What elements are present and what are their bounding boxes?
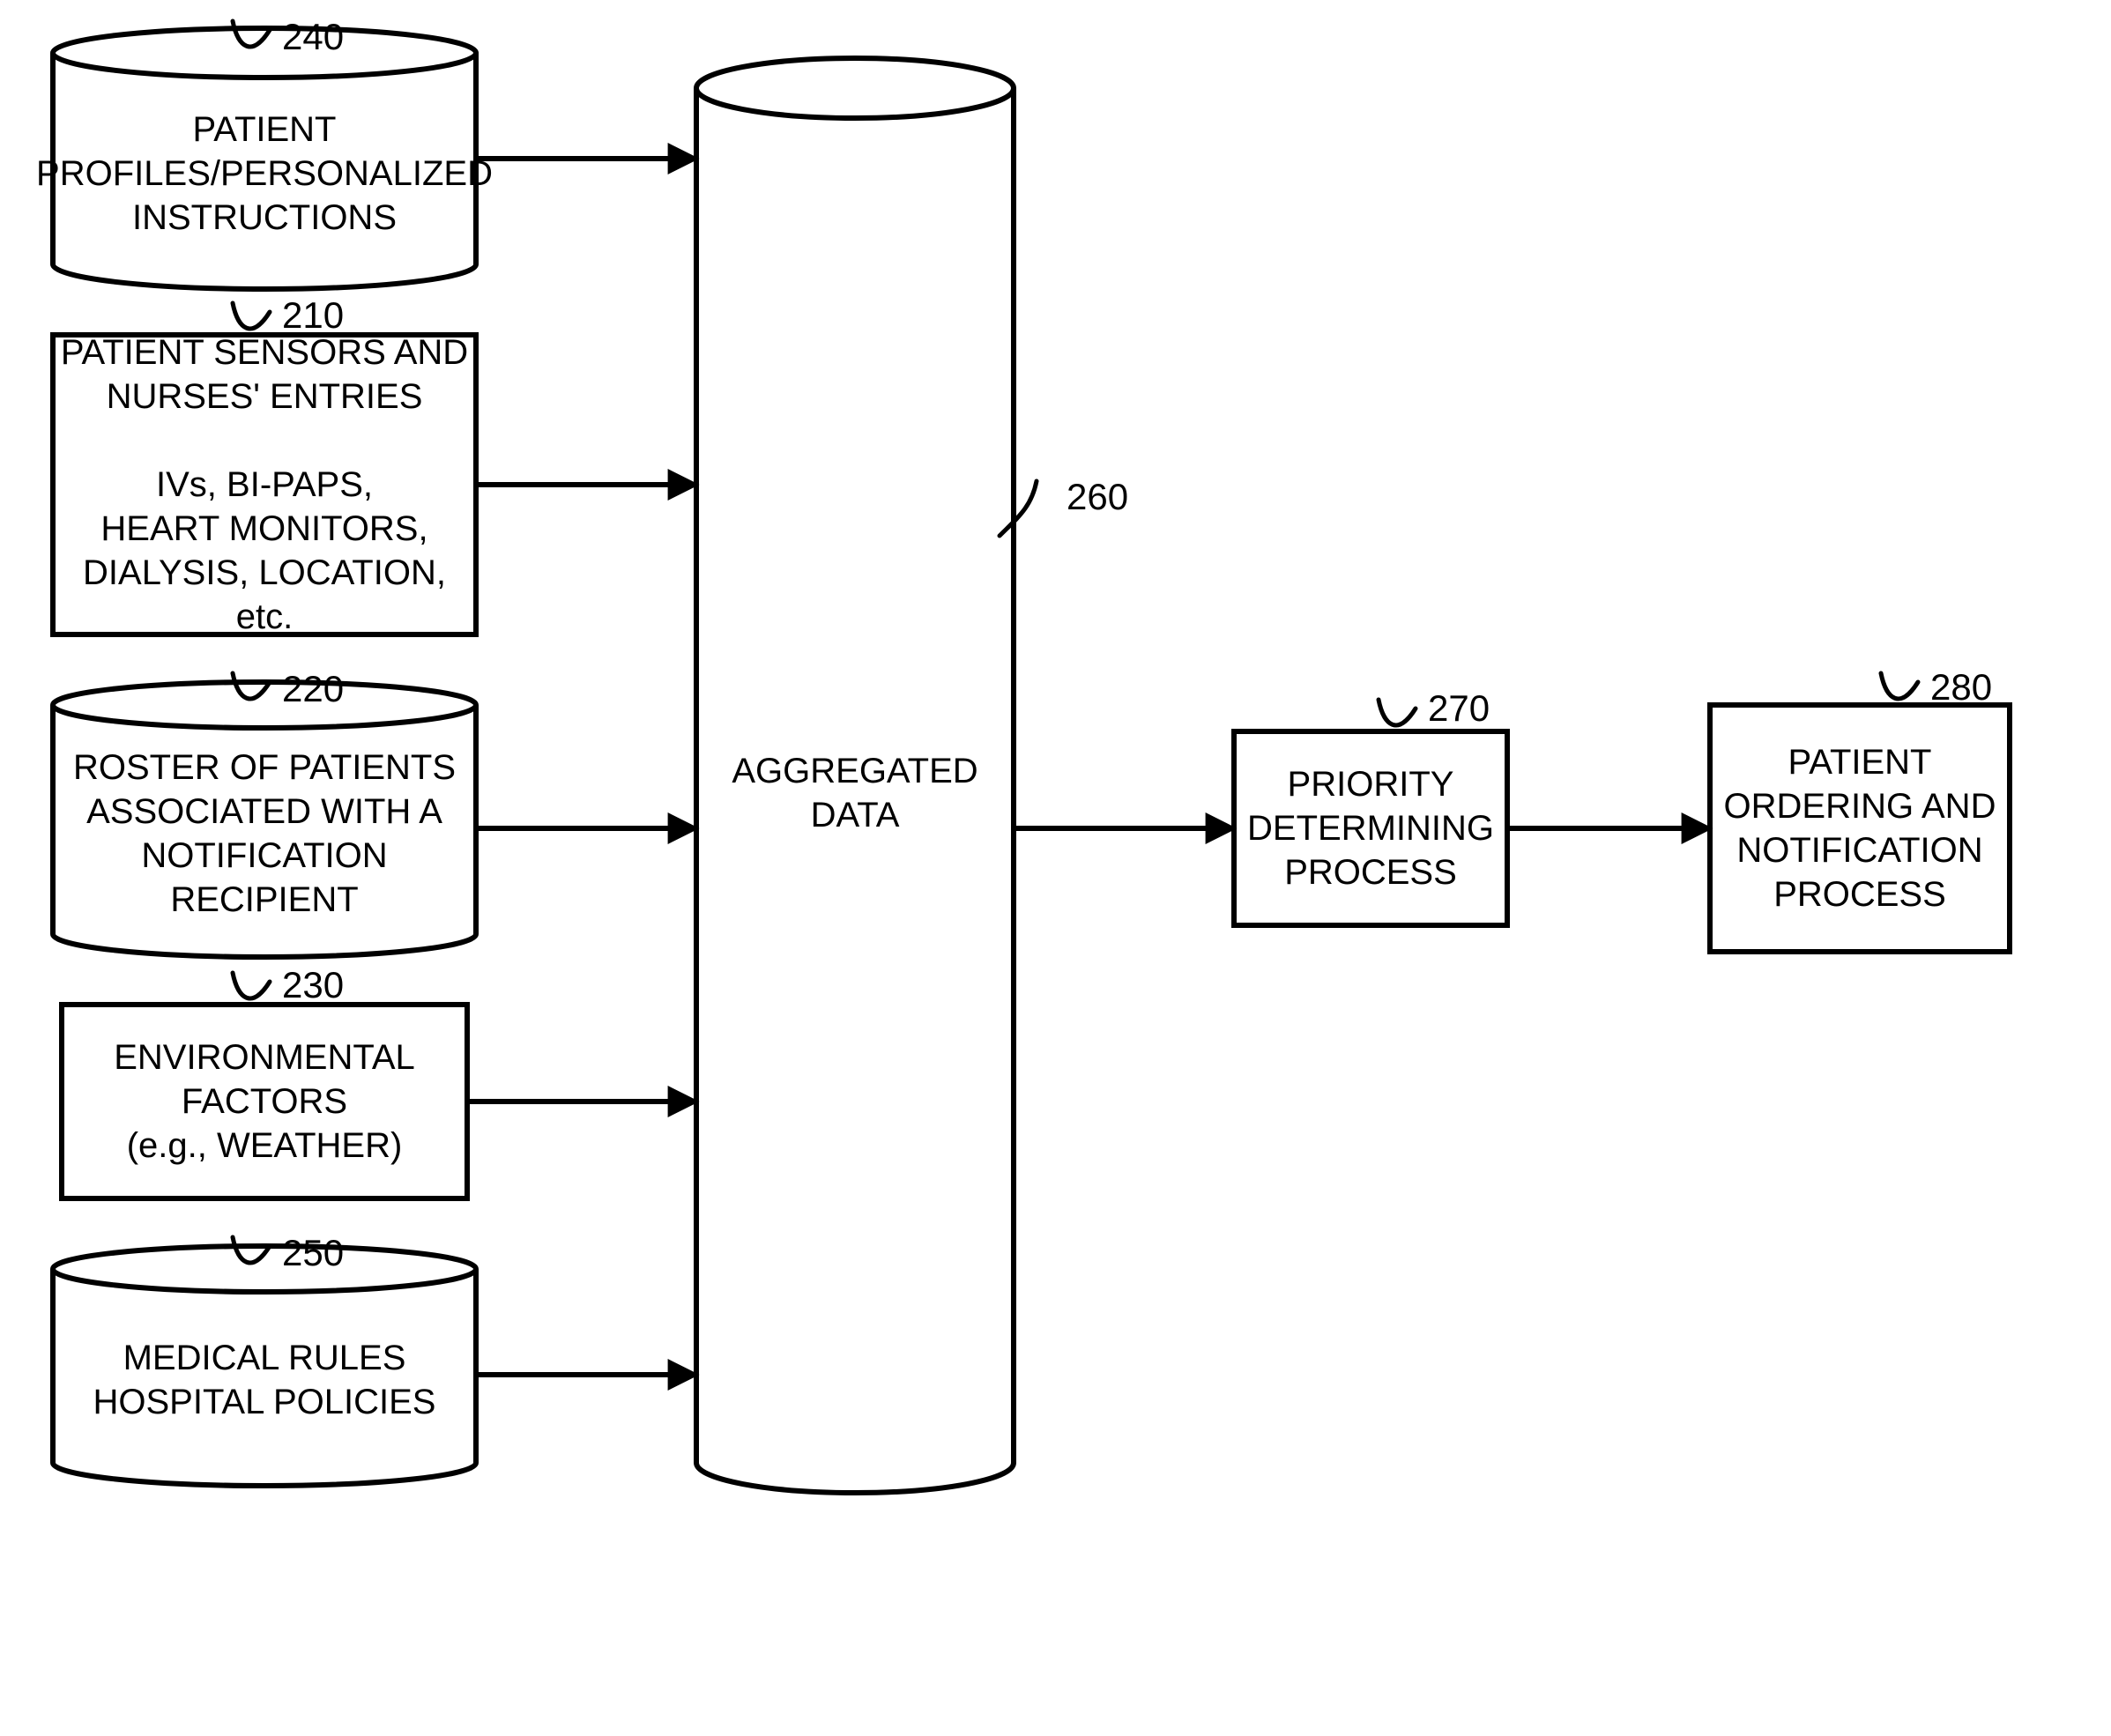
node-label-n270: PRIORITY DETERMINING PROCESS (1234, 731, 1507, 925)
node-label-n240: PATIENT PROFILES/PERSONALIZED INSTRUCTIO… (53, 83, 476, 264)
node-label-n260: AGGREGATED DATA (696, 123, 1014, 1463)
ref-label-n270: 270 (1428, 687, 1490, 730)
ref-label-n250: 250 (282, 1232, 344, 1274)
ref-label-n260: 260 (1067, 476, 1128, 518)
node-label-n220: ROSTER OF PATIENTS ASSOCIATED WITH A NOT… (53, 733, 476, 934)
ref-label-n240: 240 (282, 16, 344, 58)
diagram-canvas: PATIENT PROFILES/PERSONALIZED INSTRUCTIO… (0, 0, 2111, 1736)
node-label-n230: ENVIRONMENTAL FACTORS (e.g., WEATHER) (62, 1005, 467, 1198)
ref-label-n210: 210 (282, 294, 344, 337)
ref-label-n230: 230 (282, 964, 344, 1006)
node-label-n250: MEDICAL RULES HOSPITAL POLICIES (53, 1297, 476, 1463)
node-label-n280: PATIENT ORDERING AND NOTIFICATION PROCES… (1710, 705, 2010, 952)
ref-label-n280: 280 (1930, 666, 1992, 708)
ref-label-n220: 220 (282, 668, 344, 710)
node-label-n210: PATIENT SENSORS AND NURSES' ENTRIES IVs,… (53, 335, 476, 634)
